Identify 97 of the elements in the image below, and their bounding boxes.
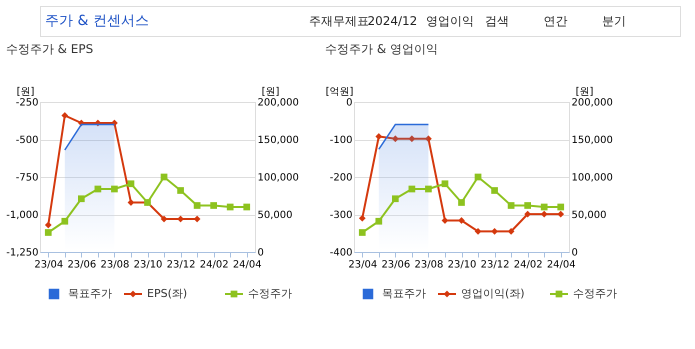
point xyxy=(210,202,218,209)
point xyxy=(177,187,184,194)
legend-label: EPS(좌) xyxy=(147,287,188,300)
y-tick-label: -300 xyxy=(330,210,352,221)
y-tick-label: -400 xyxy=(330,248,352,258)
chart-title: 수정주가 & 영업이익 xyxy=(325,42,438,56)
x-tick-label: 23/06 xyxy=(381,260,410,270)
x-tick-label: 23/08 xyxy=(414,260,444,270)
legend-label: 수정주가 xyxy=(573,287,617,300)
x-tick-label: 24/04 xyxy=(232,260,262,270)
y2-tick-label: 0 xyxy=(258,248,264,258)
point xyxy=(78,195,85,202)
point xyxy=(160,174,168,180)
y-axis-title: [원] xyxy=(16,86,34,98)
x-tick-label: 23/04 xyxy=(34,260,64,270)
y-tick-label: 0 xyxy=(346,98,352,108)
point xyxy=(408,186,416,192)
point xyxy=(94,186,102,192)
point xyxy=(194,202,200,209)
point xyxy=(375,133,382,140)
point xyxy=(358,214,366,222)
legend-label: 목표주가 xyxy=(68,287,112,300)
point xyxy=(408,135,416,142)
point xyxy=(44,229,52,236)
point xyxy=(111,186,118,192)
point xyxy=(392,195,399,202)
point xyxy=(194,216,200,222)
chart-title: 수정주가 & EPS xyxy=(6,42,94,56)
x-tick-label: 23/06 xyxy=(67,260,96,270)
x-tick-label: 24/04 xyxy=(546,260,576,270)
point xyxy=(358,229,366,236)
point xyxy=(61,112,68,119)
point xyxy=(392,135,399,142)
text: 주가 & 컨센서스 xyxy=(45,13,149,29)
point xyxy=(160,216,168,222)
x-tick-label: 23/08 xyxy=(100,260,130,270)
y2-tick-label: 50,000 xyxy=(572,210,606,221)
point xyxy=(540,210,548,218)
y2-tick-label: 200,000 xyxy=(572,98,613,108)
y2-tick-label: 100,000 xyxy=(572,172,613,184)
y-tick-label: -750 xyxy=(16,172,38,184)
y2-tick-label: 100,000 xyxy=(258,172,299,184)
text: 영업이익 xyxy=(426,14,474,28)
y2-tick-label: 50,000 xyxy=(258,210,292,221)
x-tick-label: 23/12 xyxy=(166,260,196,270)
point xyxy=(524,210,532,218)
legend-label: 영업이익(좌) xyxy=(461,287,525,300)
point xyxy=(491,187,498,194)
point xyxy=(442,180,448,188)
point xyxy=(557,204,564,210)
point xyxy=(128,199,134,206)
y2-tick-label: 150,000 xyxy=(572,135,613,146)
x-tick-label: 24/02 xyxy=(514,260,543,270)
y2-tick-label: 0 xyxy=(572,248,578,258)
point xyxy=(491,228,498,235)
point xyxy=(226,204,234,210)
point xyxy=(128,180,134,188)
y-tick-label: -1,000 xyxy=(6,210,38,221)
y2-tick-label: 150,000 xyxy=(258,135,299,146)
point xyxy=(425,135,432,142)
point xyxy=(540,204,548,210)
point xyxy=(508,228,514,235)
point xyxy=(458,199,465,206)
x-tick-label: 24/02 xyxy=(200,260,229,270)
point xyxy=(474,174,482,180)
point xyxy=(508,202,514,209)
point xyxy=(61,218,68,225)
point xyxy=(425,186,432,192)
point xyxy=(375,218,382,225)
x-tick-label: 23/12 xyxy=(480,260,510,270)
y-tick-label: -500 xyxy=(16,135,38,146)
legend-label: 목표주가 xyxy=(382,287,426,300)
legend-label: 수정주가 xyxy=(248,287,292,300)
y2-axis-title: [원] xyxy=(576,86,594,98)
text: 2024/12 xyxy=(367,14,418,28)
y-tick-label: -200 xyxy=(330,172,352,184)
y2-axis-title: [원] xyxy=(262,86,280,98)
text: 주재무제표 xyxy=(308,14,369,28)
point xyxy=(458,217,465,224)
point xyxy=(557,210,564,218)
x-tick-label: 23/10 xyxy=(448,260,476,270)
point xyxy=(44,222,52,228)
point xyxy=(243,204,250,210)
text: 검색 xyxy=(484,14,509,28)
text: 분기 xyxy=(602,14,626,28)
point xyxy=(177,216,184,222)
y-tick-label: -1,250 xyxy=(6,248,38,258)
point xyxy=(524,202,532,209)
y-axis-title: [억원] xyxy=(326,86,354,98)
y2-tick-label: 200,000 xyxy=(258,98,299,108)
y-tick-label: -250 xyxy=(16,98,38,108)
x-tick-label: 23/10 xyxy=(134,260,162,270)
point xyxy=(442,217,448,224)
point xyxy=(474,228,482,235)
text: 연간 xyxy=(543,14,568,28)
y-tick-label: -100 xyxy=(330,135,352,146)
x-tick-label: 23/04 xyxy=(348,260,378,270)
